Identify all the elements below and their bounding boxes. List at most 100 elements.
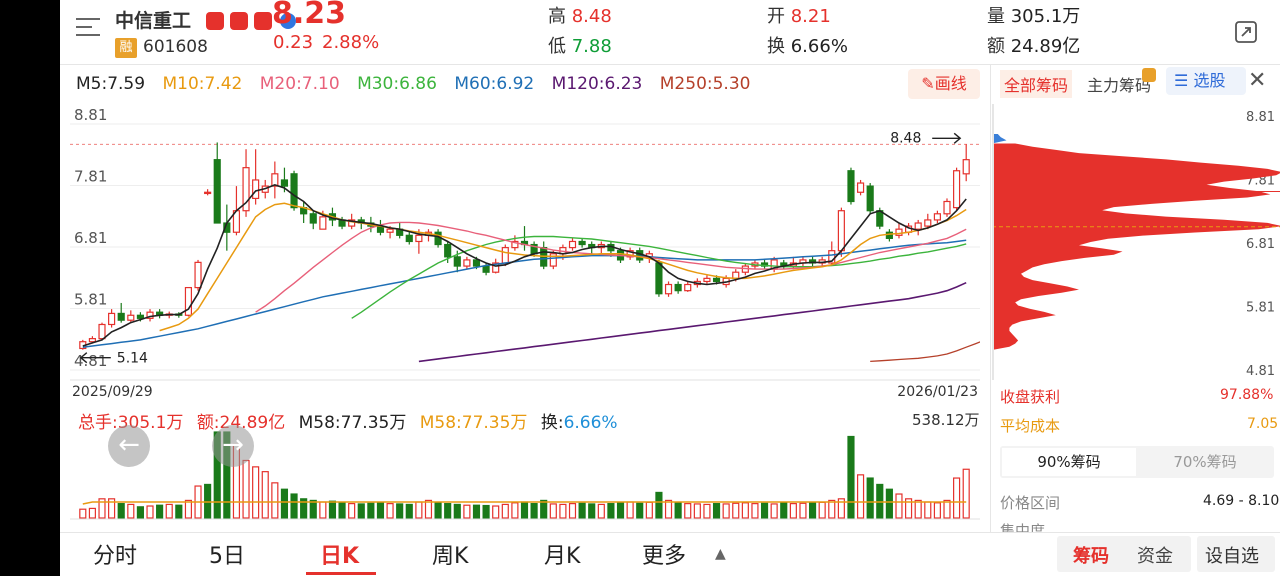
add-watchlist-button[interactable]: 设自选	[1197, 536, 1275, 572]
candle-body	[98, 323, 106, 340]
candle-body	[943, 200, 951, 215]
candle-body	[895, 228, 903, 236]
volume-bar	[127, 503, 135, 519]
avg-cost-label: 平均成本	[1000, 417, 1061, 435]
stock-picker-label: 选股	[1193, 71, 1226, 90]
volume-bar	[943, 499, 951, 519]
candlestick-chart[interactable]: 8.81 7.81 6.81 5.81 4.81 8.48 5.14 2025/09/29 20…	[70, 104, 980, 404]
candle-body	[933, 213, 941, 221]
tab-main-chips[interactable]: 主力筹码	[1087, 76, 1152, 95]
candle-body	[319, 216, 327, 230]
candle-body	[309, 213, 317, 224]
volume-ma-line	[82, 501, 967, 505]
volume-bar	[626, 501, 634, 519]
volume-bar	[482, 504, 490, 519]
pct70-button[interactable]: 70%筹码	[1173, 453, 1237, 471]
tab-monthly-k[interactable]: 月K	[544, 544, 581, 569]
volume-bar	[568, 503, 577, 519]
pencil-icon: ✎	[921, 74, 935, 93]
candle-body	[953, 170, 961, 209]
volume-bar	[328, 500, 337, 519]
candle-body	[482, 265, 490, 273]
volume-bar	[818, 501, 826, 519]
stat-value: 305.1万	[1010, 6, 1081, 27]
volume-bar	[732, 502, 740, 519]
chip-panel-divider	[990, 64, 991, 534]
volume-bar	[271, 482, 279, 519]
candle-body	[914, 222, 922, 230]
end-date-label: 2026/01/23	[897, 384, 978, 400]
ma250-label: M250:5.30	[659, 74, 751, 94]
volume-bar	[770, 503, 778, 519]
candle-body	[501, 247, 509, 264]
fund-button-label[interactable]: 资金	[1137, 546, 1173, 567]
volume-bar	[463, 504, 471, 519]
stat-volume: 量 305.1万	[987, 2, 1080, 28]
ma30-line	[351, 235, 967, 319]
fullscreen-icon[interactable]	[1232, 18, 1260, 46]
volume-bar	[933, 502, 941, 519]
stat-amount: 额 24.89亿	[987, 32, 1080, 58]
stat-high: 高 8.48	[548, 2, 612, 28]
profit-label: 收盘获利	[1000, 388, 1061, 406]
volume-bar	[376, 502, 385, 519]
tab-weekly-k[interactable]: 周K	[432, 544, 469, 569]
high-marker-arrow	[932, 132, 962, 144]
stock-picker-button[interactable]: ☰ 选股	[1166, 67, 1246, 95]
volume-bar	[338, 502, 346, 519]
volume-bar	[664, 499, 673, 519]
candle-body	[712, 277, 721, 283]
ma60-line	[82, 239, 967, 348]
low-marker-label: 5.14	[117, 351, 148, 367]
candle-body	[290, 173, 298, 209]
tab-more[interactable]: 更多	[642, 544, 687, 569]
vol-m58-orange: M58:77.35万	[419, 413, 528, 433]
next-arrow-button[interactable]: →	[212, 425, 254, 467]
candle-body	[242, 167, 250, 212]
draw-line-button[interactable]: ✎画线	[908, 69, 980, 99]
tab-all-chips[interactable]: 全部筹码	[1000, 70, 1073, 98]
vol-turnover-value: 6.66%	[563, 413, 618, 433]
volume-bar	[300, 498, 308, 519]
volume-chart[interactable]	[70, 430, 980, 522]
header-divider	[60, 64, 1280, 65]
add-watchlist-label: 设自选	[1205, 546, 1259, 567]
candle-body	[549, 253, 557, 267]
candle-body	[856, 182, 865, 193]
tab-intraday[interactable]: 分时	[93, 544, 138, 569]
volume-bar	[674, 502, 682, 519]
chip-left-edge	[992, 104, 994, 380]
volume-bar	[645, 501, 653, 519]
volume-bar	[789, 503, 797, 519]
y-tick-label: 5.81	[74, 291, 107, 309]
stat-value: 7.88	[571, 36, 612, 57]
y-tick-label: 7.81	[74, 168, 107, 186]
volume-bar	[242, 459, 250, 519]
candle-body	[492, 262, 500, 273]
vol-amount-label: 额:24.89亿	[196, 413, 286, 433]
caret-up-icon[interactable]: ▲	[715, 546, 726, 562]
volume-bar	[712, 503, 721, 519]
tab-daily-k[interactable]: 日K	[320, 544, 360, 569]
menu-icon[interactable]	[74, 14, 102, 40]
pct90-button[interactable]: 90%筹码	[1002, 448, 1136, 476]
volume-bar	[751, 503, 759, 519]
volume-bar	[280, 488, 289, 519]
chip-profile-blue	[992, 134, 1007, 144]
volume-bar	[290, 493, 298, 519]
ma20-line	[255, 221, 967, 313]
candle-body	[444, 243, 452, 258]
volume-bar	[367, 502, 375, 519]
volume-bar	[866, 477, 874, 519]
candle-body	[136, 314, 144, 319]
ma5-line	[82, 184, 967, 347]
volume-bar	[319, 501, 327, 519]
tab-5day[interactable]: 5日	[209, 544, 245, 569]
stat-label: 低	[548, 36, 566, 57]
range-value: 4.69 - 8.10	[1203, 493, 1280, 509]
chip-button[interactable]: 筹码 资金	[1057, 536, 1191, 572]
chip-distribution-chart: 8.817.816.815.814.81	[992, 104, 1280, 380]
close-icon[interactable]: ✕	[1248, 68, 1267, 93]
prev-arrow-button[interactable]: ←	[108, 425, 150, 467]
volume-bar	[780, 502, 788, 519]
